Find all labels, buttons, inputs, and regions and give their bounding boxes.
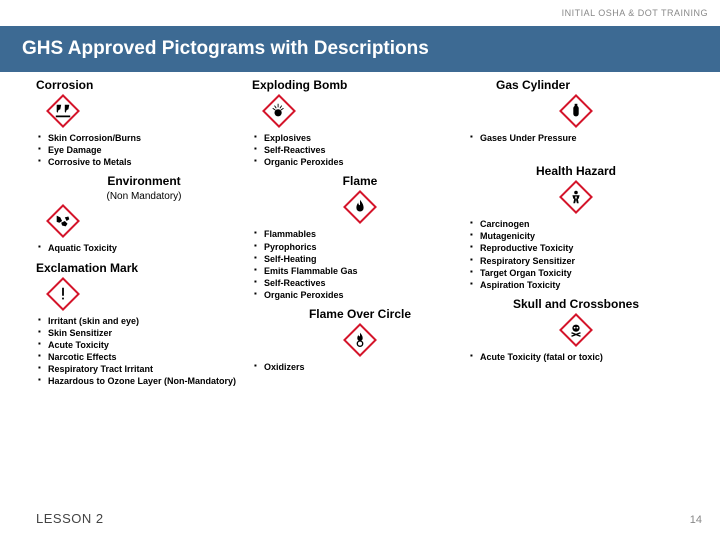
environment-icon [46, 204, 80, 238]
bullet-list: Irritant (skin and eye) Skin Sensitizer … [36, 315, 252, 388]
list-item: Skin Sensitizer [36, 327, 252, 339]
footer-lesson: LESSON 2 [36, 511, 104, 526]
list-item: Aspiration Toxicity [468, 279, 684, 291]
cell-title: Corrosion [36, 78, 252, 92]
list-item: Narcotic Effects [36, 351, 252, 363]
list-item: Self-Reactives [252, 144, 468, 156]
footer-page-number: 14 [690, 514, 702, 526]
cell-flame: Flame Flammables Pyrophorics Self-Heatin… [252, 174, 468, 301]
list-item: Irritant (skin and eye) [36, 315, 252, 327]
gas-cylinder-icon [559, 94, 593, 128]
cell-environment: Environment (Non Mandatory) Aquatic Toxi… [36, 174, 252, 254]
bullet-list: Flammables Pyrophorics Self-Heating Emit… [252, 228, 468, 301]
bullet-list: Carcinogen Mutagenicity Reproductive Tox… [468, 218, 684, 291]
list-item: Acute Toxicity [36, 339, 252, 351]
exclamation-icon [46, 277, 80, 311]
cell-title: Gas Cylinder [468, 78, 684, 92]
column-0: Corrosion Skin Corrosion/Burns Eye Damag… [36, 78, 252, 508]
list-item: Explosives [252, 132, 468, 144]
cell-title: Flame [252, 174, 468, 188]
cell-cylinder: Gas Cylinder Gases Under Pressure [468, 78, 684, 144]
column-2: Gas Cylinder Gases Under Pressure Health… [468, 78, 684, 508]
cell-health: Health Hazard Carcinogen Mutagenicity Re… [468, 164, 684, 291]
list-item: Respiratory Tract Irritant [36, 363, 252, 375]
list-item: Respiratory Sensitizer [468, 255, 684, 267]
column-1: Exploding Bomb Explosives Self-Reactives… [252, 78, 468, 508]
cell-exclamation: Exclamation Mark Irritant (skin and eye)… [36, 261, 252, 388]
cell-corrosion: Corrosion Skin Corrosion/Burns Eye Damag… [36, 78, 252, 168]
list-item: Self-Reactives [252, 277, 468, 289]
list-item: Oxidizers [252, 361, 468, 373]
header-label: INITIAL OSHA & DOT TRAINING [562, 8, 708, 18]
list-item: Mutagenicity [468, 230, 684, 242]
list-item: Organic Peroxides [252, 156, 468, 168]
cell-title: Skull and Crossbones [468, 297, 684, 311]
bullet-list: Oxidizers [252, 361, 468, 373]
list-item: Hazardous to Ozone Layer (Non-Mandatory) [36, 375, 252, 387]
flame-icon [343, 190, 377, 224]
pictogram-grid: Corrosion Skin Corrosion/Burns Eye Damag… [36, 78, 684, 508]
bullet-list: Skin Corrosion/Burns Eye Damage Corrosiv… [36, 132, 252, 168]
flame-over-circle-icon [343, 323, 377, 357]
bullet-list: Acute Toxicity (fatal or toxic) [468, 351, 684, 363]
health-hazard-icon [559, 180, 593, 214]
corrosion-icon [46, 94, 80, 128]
bullet-list: Gases Under Pressure [468, 132, 684, 144]
bullet-list: Aquatic Toxicity [36, 242, 252, 254]
list-item: Self-Heating [252, 253, 468, 265]
title-text: Environment [107, 174, 180, 188]
list-item: Carcinogen [468, 218, 684, 230]
cell-title: Health Hazard [468, 164, 684, 178]
list-item: Aquatic Toxicity [36, 242, 252, 254]
list-item: Eye Damage [36, 144, 252, 156]
list-item: Target Organ Toxicity [468, 267, 684, 279]
slide-title: GHS Approved Pictograms with Description… [22, 38, 429, 60]
skull-crossbones-icon [559, 313, 593, 347]
cell-bomb: Exploding Bomb Explosives Self-Reactives… [252, 78, 468, 168]
list-item: Reproductive Toxicity [468, 242, 684, 254]
list-item: Gases Under Pressure [468, 132, 684, 144]
bullet-list: Explosives Self-Reactives Organic Peroxi… [252, 132, 468, 168]
cell-title: Flame Over Circle [252, 307, 468, 321]
cell-skull: Skull and Crossbones Acute Toxicity (fat… [468, 297, 684, 363]
title-bar: GHS Approved Pictograms with Description… [0, 26, 720, 72]
subtitle-text: (Non Mandatory) [106, 191, 181, 202]
list-item: Pyrophorics [252, 241, 468, 253]
list-item: Acute Toxicity (fatal or toxic) [468, 351, 684, 363]
cell-title: Exploding Bomb [252, 78, 468, 92]
cell-flame-circle: Flame Over Circle Oxidizers [252, 307, 468, 373]
cell-title: Exclamation Mark [36, 261, 252, 275]
list-item: Flammables [252, 228, 468, 240]
list-item: Skin Corrosion/Burns [36, 132, 252, 144]
list-item: Organic Peroxides [252, 289, 468, 301]
exploding-bomb-icon [262, 94, 296, 128]
list-item: Corrosive to Metals [36, 156, 252, 168]
cell-title: Environment (Non Mandatory) [36, 174, 252, 202]
list-item: Emits Flammable Gas [252, 265, 468, 277]
